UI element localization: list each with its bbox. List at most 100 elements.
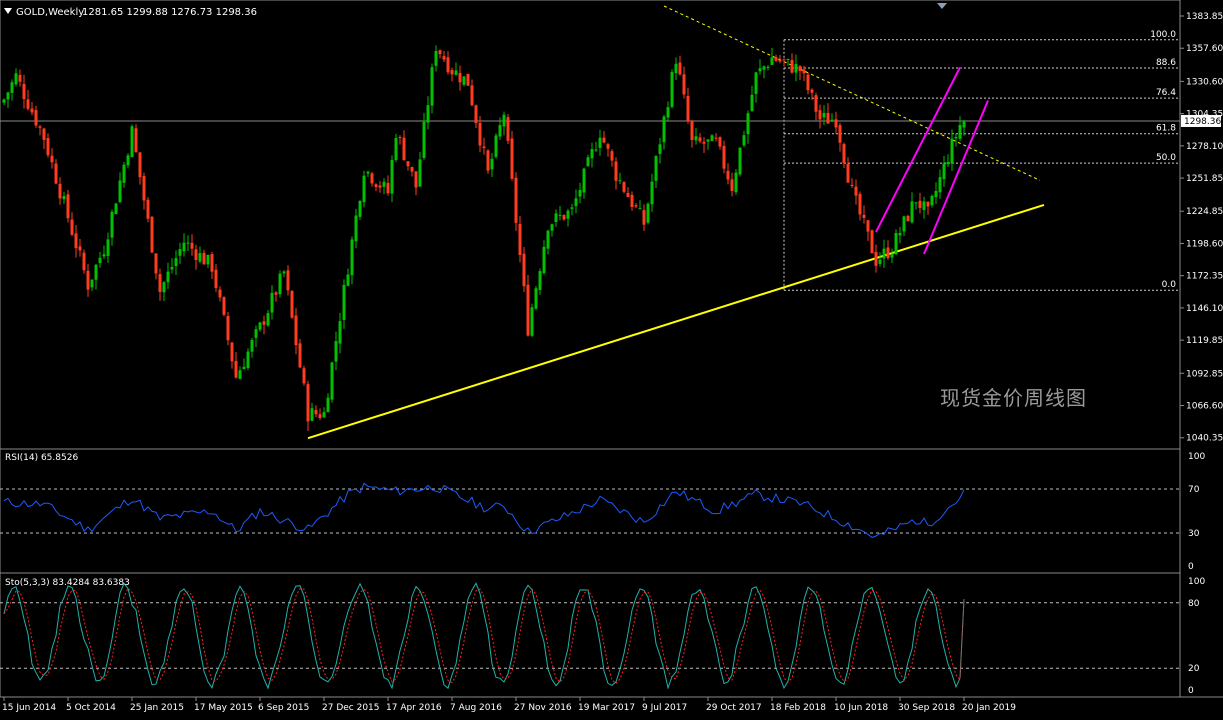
candle-body[interactable] [906, 215, 910, 222]
candle-body[interactable] [674, 63, 678, 74]
candle-body[interactable] [126, 155, 130, 166]
candle-body[interactable] [510, 138, 514, 179]
candle-body[interactable] [258, 322, 262, 330]
candle-body[interactable] [742, 135, 746, 146]
candle-body[interactable] [842, 144, 846, 164]
candle-body[interactable] [106, 239, 110, 257]
channel-lower-line[interactable] [923, 100, 989, 255]
candle-body[interactable] [338, 321, 342, 344]
candle-body[interactable] [734, 172, 738, 193]
candle-body[interactable] [550, 224, 554, 231]
candle-body[interactable] [626, 192, 630, 198]
candle-body[interactable] [546, 230, 550, 249]
candle-body[interactable] [598, 137, 602, 148]
candle-body[interactable] [174, 258, 178, 267]
candle-body[interactable] [578, 190, 582, 197]
candle-body[interactable] [266, 313, 270, 326]
candle-body[interactable] [374, 184, 378, 188]
candle-body[interactable] [262, 321, 266, 325]
candle-body[interactable] [42, 128, 46, 140]
candle-body[interactable] [702, 141, 706, 144]
candle-body[interactable] [454, 70, 458, 75]
candle-body[interactable] [146, 199, 150, 219]
candle-body[interactable] [150, 216, 154, 253]
candle-body[interactable] [910, 201, 914, 223]
candle-body[interactable] [270, 292, 274, 313]
candle-body[interactable] [30, 108, 34, 113]
candle-body[interactable] [878, 259, 882, 264]
candle-body[interactable] [958, 125, 962, 139]
candle-body[interactable] [410, 167, 414, 172]
candle-body[interactable] [858, 193, 862, 215]
candle-body[interactable] [574, 198, 578, 207]
candle-body[interactable] [290, 290, 294, 318]
candle-body[interactable] [122, 164, 126, 183]
candle-body[interactable] [726, 170, 730, 180]
candle-body[interactable] [582, 168, 586, 193]
candle-body[interactable] [250, 340, 254, 352]
candle-body[interactable] [530, 307, 534, 336]
candle-body[interactable] [730, 179, 734, 191]
candle-body[interactable] [954, 136, 958, 139]
candle-body[interactable] [390, 159, 394, 194]
candle-body[interactable] [382, 181, 386, 187]
candle-body[interactable] [678, 62, 682, 75]
candle-body[interactable] [722, 145, 726, 169]
candle-body[interactable] [362, 175, 366, 203]
candle-body[interactable] [350, 239, 354, 276]
candle-body[interactable] [706, 139, 710, 142]
candle-body[interactable] [686, 95, 690, 121]
candle-body[interactable] [882, 248, 886, 259]
candle-body[interactable] [234, 361, 238, 378]
candle-body[interactable] [306, 384, 310, 422]
candle-body[interactable] [18, 74, 22, 82]
candle-body[interactable] [490, 158, 494, 170]
candle-body[interactable] [934, 190, 938, 198]
candle-body[interactable] [22, 84, 26, 100]
candle-body[interactable] [230, 342, 234, 362]
candle-body[interactable] [238, 370, 242, 379]
candle-body[interactable] [274, 292, 278, 295]
candle-body[interactable] [322, 412, 326, 418]
candle-body[interactable] [534, 288, 538, 309]
candle-body[interactable] [210, 254, 214, 272]
candle-body[interactable] [902, 216, 906, 232]
candle-body[interactable] [666, 107, 670, 118]
candle-body[interactable] [690, 120, 694, 140]
candle-body[interactable] [542, 246, 546, 274]
candle-body[interactable] [698, 137, 702, 142]
candle-body[interactable] [518, 223, 522, 256]
candle-body[interactable] [386, 183, 390, 194]
candle-body[interactable] [710, 135, 714, 142]
candle-body[interactable] [870, 230, 874, 254]
candle-body[interactable] [158, 274, 162, 292]
candle-body[interactable] [478, 122, 482, 146]
candle-body[interactable] [314, 409, 318, 415]
candle-body[interactable] [810, 89, 814, 93]
candle-body[interactable] [138, 152, 142, 178]
candle-body[interactable] [786, 58, 790, 60]
candle-body[interactable] [774, 57, 778, 61]
candle-body[interactable] [298, 343, 302, 368]
candle-body[interactable] [586, 157, 590, 167]
candle-body[interactable] [166, 271, 170, 283]
candle-body[interactable] [102, 254, 106, 257]
candle-body[interactable] [6, 92, 10, 100]
candle-body[interactable] [78, 246, 82, 251]
candle-body[interactable] [422, 121, 426, 159]
candle-body[interactable] [898, 232, 902, 236]
candle-body[interactable] [838, 125, 842, 143]
candle-body[interactable] [610, 151, 614, 161]
candle-body[interactable] [134, 128, 138, 152]
candle-body[interactable] [118, 180, 122, 202]
candle-body[interactable] [142, 176, 146, 201]
candle-body[interactable] [294, 315, 298, 346]
candle-body[interactable] [758, 68, 762, 72]
candle-body[interactable] [494, 135, 498, 157]
candle-body[interactable] [762, 66, 766, 70]
candle-body[interactable] [670, 72, 674, 107]
candle-body[interactable] [714, 137, 718, 139]
candle-body[interactable] [346, 274, 350, 286]
candle-body[interactable] [850, 184, 854, 186]
candle-body[interactable] [650, 181, 654, 205]
